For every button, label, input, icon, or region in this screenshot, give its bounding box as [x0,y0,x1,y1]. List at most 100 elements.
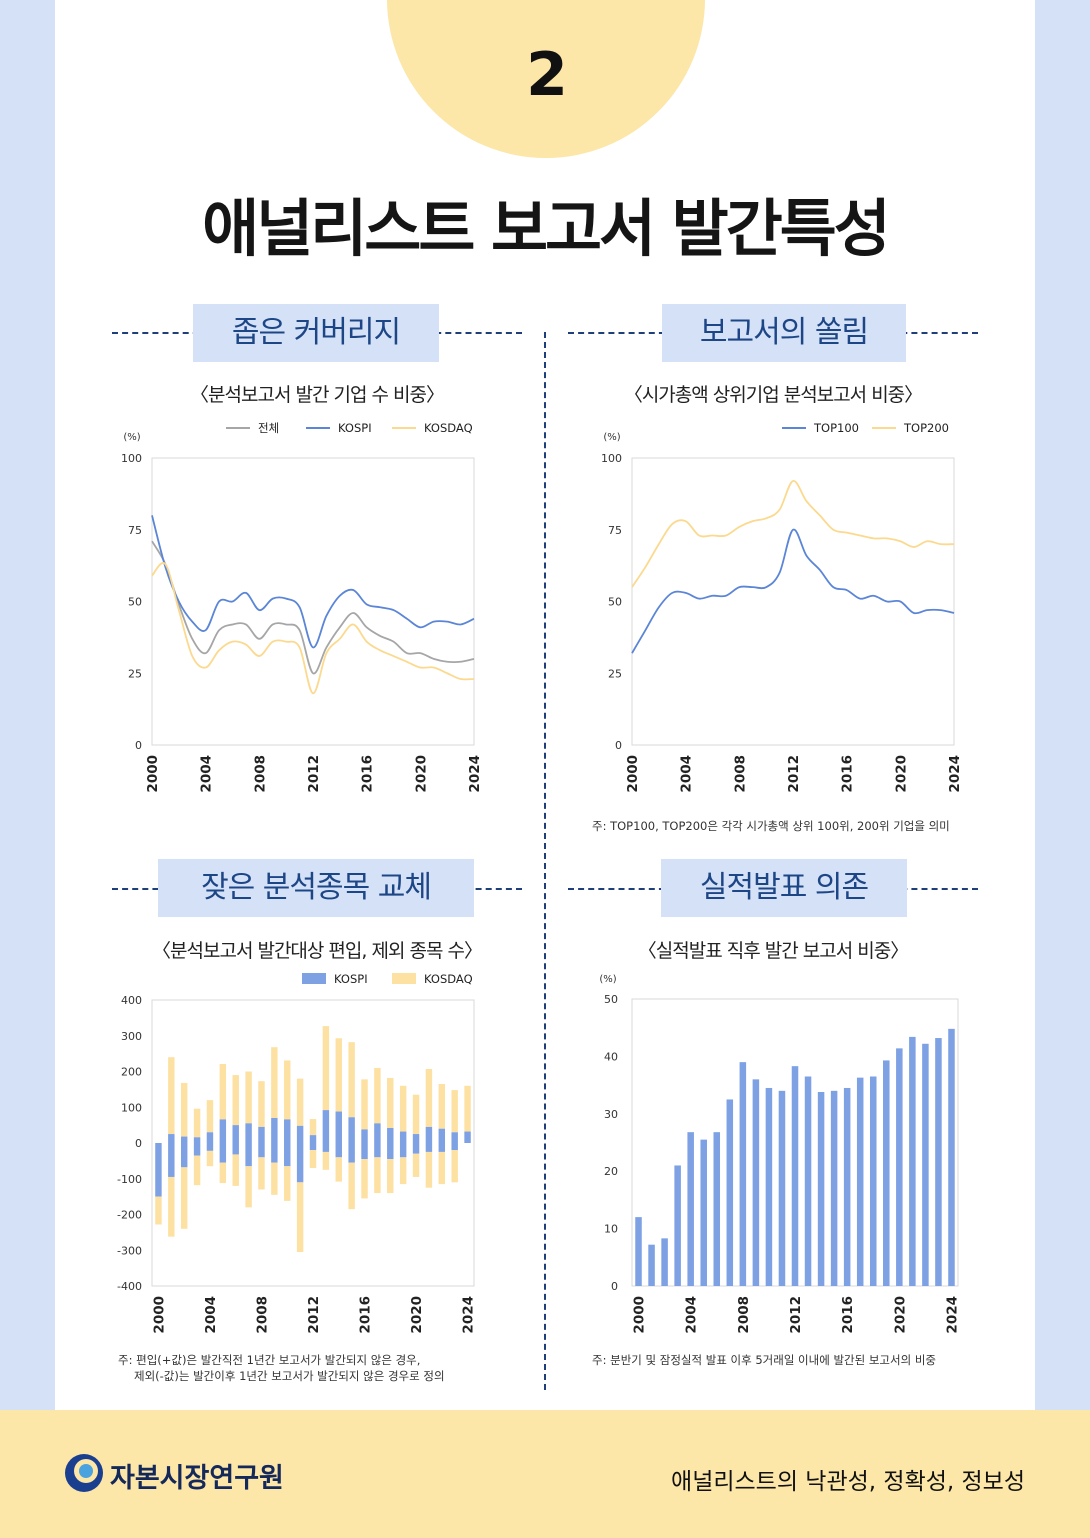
y-tick-label: 300 [121,1030,142,1043]
bar-kosdaq [284,1060,291,1120]
y-tick-label: 50 [608,596,622,609]
bar-kosdaq [296,1182,304,1253]
bar-kospi [322,1143,330,1152]
logo-icon [65,1454,103,1492]
book-title: 애널리스트의 낙관성, 정확성, 정보성 [671,1469,1025,1495]
bar-kosdaq [245,1071,252,1124]
bar-value [791,1066,799,1286]
subtitle-coverage: 〈분석보고서 발간 기업 수 비중〉 [190,384,445,406]
bar-kospi [284,1119,291,1143]
x-tick-label: 2000 [145,755,161,793]
x-tick-label: 2004 [679,755,695,793]
x-tick-label: 2016 [840,1296,856,1334]
bar-kosdaq [168,1176,175,1237]
x-tick-label: 2004 [684,1296,700,1334]
y-unit-label: (%) [123,432,140,443]
bar-value [739,1062,747,1286]
y-tick-label: 25 [608,667,622,680]
bar-kospi [399,1131,407,1143]
bar-kospi [374,1143,381,1158]
bar-kospi [412,1134,420,1143]
bar-kospi [271,1143,278,1163]
x-tick-label: 2020 [892,1296,908,1334]
bar-kospi [361,1143,368,1160]
bar-kosdaq [348,1042,355,1118]
bar-kosdaq [219,1063,227,1120]
bar-kospi [206,1132,214,1143]
y-tick-label: 200 [121,1066,142,1079]
bar-value [804,1076,812,1286]
bar-kospi [219,1119,227,1143]
series-line-TOP100 [631,528,955,654]
bar-kospi [180,1136,188,1143]
bar-kosdaq [438,1151,446,1185]
bar-value [661,1238,668,1286]
bar-kosdaq [361,1079,368,1130]
bar-value [948,1028,955,1286]
y-tick-label: 40 [604,1050,618,1063]
bar-kosdaq [322,1151,330,1170]
bar-kospi [322,1110,330,1143]
bar-value [778,1090,786,1286]
bar-value [687,1132,694,1286]
bar-kospi [168,1143,175,1177]
section-number: 2 [526,40,568,110]
bar-kosdaq [155,1196,162,1225]
y-tick-label: 30 [604,1108,618,1121]
bar-kospi [309,1135,317,1143]
bar-kosdaq [168,1057,175,1135]
bar-value [856,1077,864,1286]
y-tick-label: 0 [135,1137,142,1150]
bar-value [909,1036,916,1286]
bar-kospi [245,1123,252,1143]
legend-label: KOSDAQ [424,421,473,435]
x-tick-label: 2012 [306,1296,322,1334]
series-line-KOSPI [151,515,475,649]
x-tick-label: 2008 [252,755,268,793]
x-tick-label: 2020 [413,755,429,793]
bar-kosdaq [425,1151,433,1188]
bar-value [896,1048,903,1286]
bar-kospi [438,1143,446,1152]
bar-kosdaq [361,1159,368,1199]
bar-kosdaq [232,1154,239,1186]
y-tick-label: 25 [128,667,142,680]
x-tick-label: 2024 [461,1296,477,1334]
x-tick-label: 2008 [732,755,748,793]
bar-kospi [387,1127,394,1143]
bar-kosdaq [296,1078,304,1126]
y-tick-label: 20 [604,1165,618,1178]
bar-kosdaq [219,1162,227,1184]
bar-kosdaq [348,1162,355,1210]
bar-kosdaq [193,1155,201,1186]
org-name: 자본시장연구원 [110,1463,284,1494]
bar-kosdaq [271,1047,278,1118]
heading-earnings: 실적발표 의존 [661,859,907,917]
bar-kospi [438,1128,446,1143]
bar-kospi [245,1143,252,1167]
bar-kosdaq [335,1157,342,1182]
bar-value [830,1090,838,1286]
bar-kospi [232,1143,239,1155]
bar-kosdaq [309,1119,317,1136]
subtitle-turnover: 〈분석보고서 발간대상 편입, 제외 종목 수〉 [152,940,483,962]
x-tick-label: 2012 [788,1296,804,1334]
x-tick-label: 2004 [203,1296,219,1334]
series-line-전체 [151,540,475,675]
bar-kospi [335,1111,342,1143]
x-tick-label: 2016 [358,1296,374,1334]
bar-kospi [425,1143,433,1152]
bar-value [869,1076,877,1286]
note-turnover-2: 제외(-값)는 발간이후 1년간 보고서가 발간되지 않은 경우로 정의 [134,1369,445,1383]
heading-turnover: 잦은 분석종목 교체 [158,859,474,917]
bar-kosdaq [374,1157,381,1194]
legend-label: KOSPI [338,421,372,435]
note-earnings: 주: 분반기 및 잠정실적 발표 이후 5거래일 이내에 발간된 보고서의 비중 [592,1353,936,1367]
y-tick-label: 0 [611,1280,618,1293]
bar-kosdaq [387,1077,394,1128]
bar-kospi [193,1137,201,1143]
y-tick-label: 0 [135,739,142,752]
bar-value [726,1099,734,1286]
bar-kospi [258,1126,265,1143]
bar-value [752,1079,760,1286]
